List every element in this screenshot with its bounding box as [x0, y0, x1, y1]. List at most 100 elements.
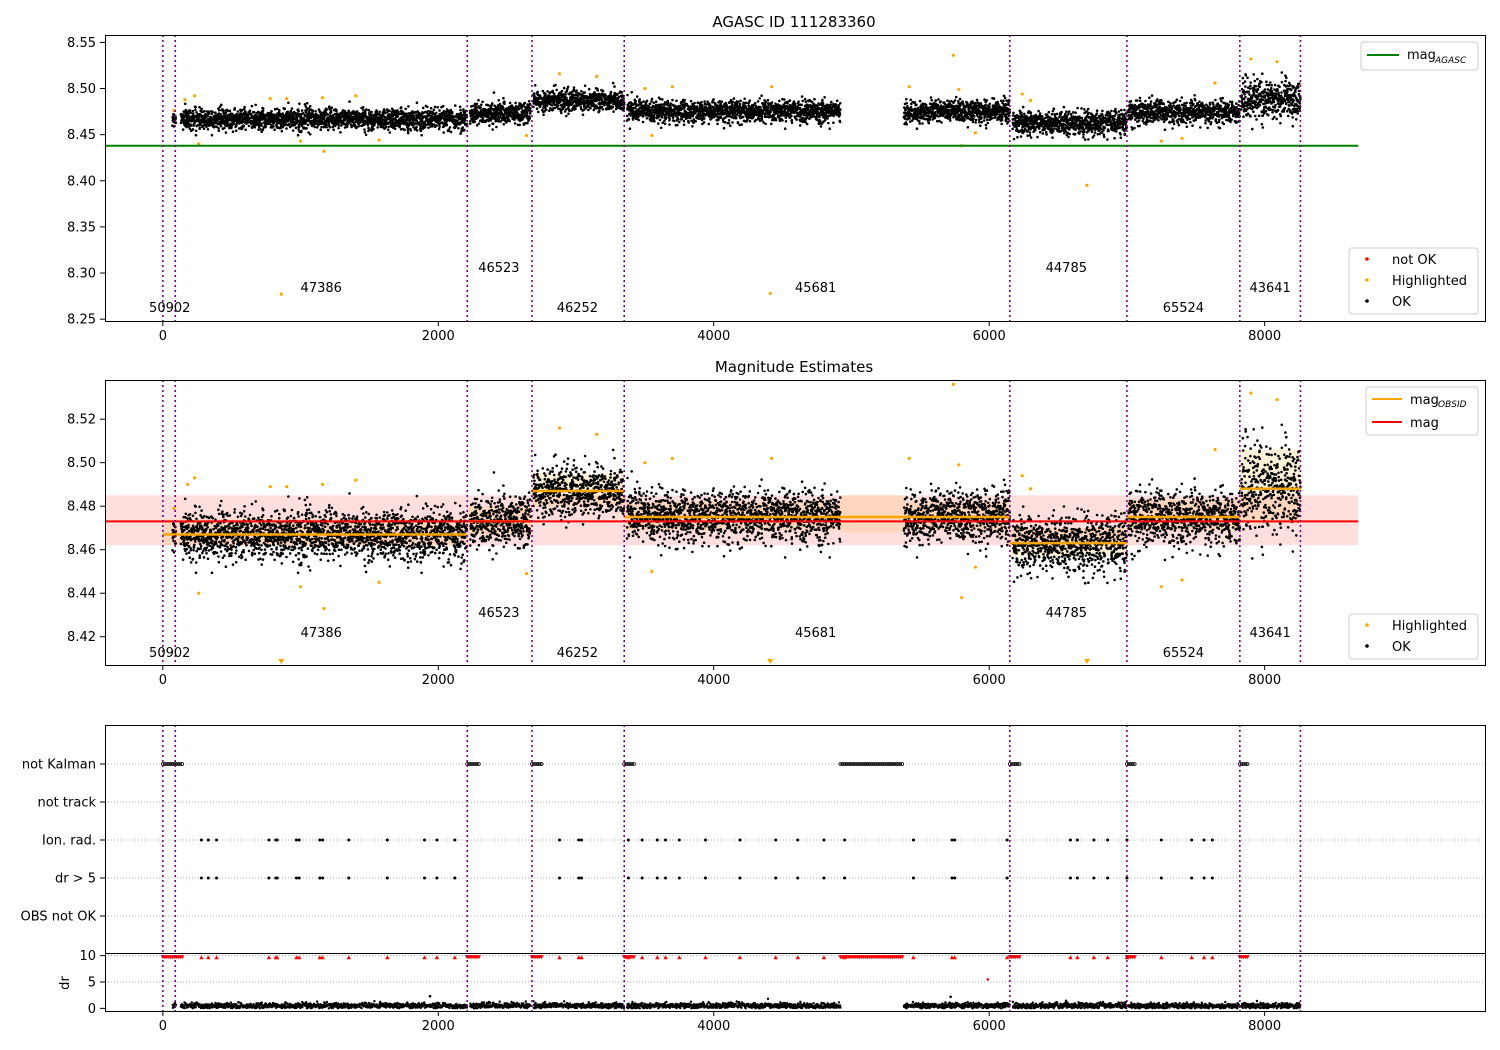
ok-point — [562, 86, 566, 90]
ok-point — [538, 94, 542, 97]
ok-point — [317, 108, 321, 111]
ok-point — [223, 126, 226, 130]
ok-point — [498, 102, 502, 106]
ok-point — [784, 120, 788, 123]
ok-point — [258, 123, 261, 126]
ok-point — [830, 100, 833, 104]
ok-point — [183, 102, 187, 106]
ok-point — [813, 97, 816, 101]
ok-point — [547, 109, 551, 113]
ok-point — [806, 105, 810, 109]
ok-point — [924, 103, 928, 107]
ok-point — [243, 110, 247, 113]
ok-point — [686, 104, 690, 108]
ok-point — [358, 121, 362, 124]
ok-point — [770, 122, 773, 126]
ok-point — [621, 99, 624, 103]
ok-point — [498, 115, 502, 119]
ok-point — [228, 109, 232, 113]
ok-point — [694, 120, 697, 123]
ok-point — [661, 98, 664, 101]
ok-point — [340, 124, 343, 127]
ok-point — [838, 120, 842, 124]
ok-point — [458, 105, 462, 109]
ok-point — [794, 102, 797, 106]
ok-point — [194, 129, 198, 133]
ok-point — [821, 98, 824, 102]
ok-point — [566, 85, 570, 89]
ok-point — [514, 101, 517, 105]
ok-point — [331, 114, 335, 117]
ok-point — [490, 107, 493, 110]
ok-point — [567, 112, 570, 115]
ok-point — [409, 129, 413, 132]
ok-point — [222, 109, 225, 112]
ok-point — [286, 110, 290, 114]
ok-point — [419, 127, 422, 130]
ok-point — [297, 110, 300, 113]
ok-point — [769, 110, 772, 114]
ok-point — [455, 124, 458, 127]
ok-point — [712, 106, 716, 109]
ok-point — [412, 125, 415, 129]
ok-point — [339, 131, 342, 134]
ok-point — [356, 125, 359, 129]
ok-point — [908, 117, 912, 120]
ok-point — [389, 120, 392, 124]
ok-point — [432, 108, 436, 112]
ok-point — [551, 89, 554, 93]
ok-point — [764, 100, 768, 104]
ok-point — [326, 128, 330, 132]
ok-point — [387, 125, 390, 129]
ok-point — [529, 107, 532, 110]
ok-point — [415, 119, 419, 122]
ok-point — [798, 124, 802, 127]
ok-point — [937, 98, 940, 101]
ok-point — [738, 123, 742, 127]
ok-point — [427, 126, 430, 130]
ok-point — [593, 107, 597, 110]
ok-point — [821, 102, 825, 105]
ok-point — [719, 116, 723, 119]
ok-point — [184, 108, 188, 112]
ok-point — [361, 106, 365, 109]
ok-point — [502, 122, 506, 126]
ok-point — [525, 111, 529, 115]
ok-point — [654, 103, 658, 107]
ok-point — [421, 106, 425, 110]
ok-point — [275, 107, 279, 111]
ok-point — [803, 97, 807, 101]
ok-point — [681, 103, 685, 107]
ok-point — [210, 133, 214, 137]
ok-point — [565, 108, 568, 111]
ok-point — [817, 122, 821, 126]
ok-point — [198, 105, 201, 109]
ok-point — [620, 91, 624, 94]
ok-point — [580, 90, 583, 93]
ok-point — [801, 116, 804, 120]
ok-point — [438, 109, 441, 112]
ok-point — [325, 123, 329, 127]
ok-point — [565, 89, 569, 93]
ok-point — [774, 102, 777, 105]
ok-point — [671, 116, 675, 119]
ok-point — [727, 119, 731, 122]
ok-point — [491, 122, 495, 125]
ok-point — [915, 117, 919, 120]
ok-point — [297, 125, 301, 129]
ok-point — [415, 101, 419, 104]
ok-point — [725, 103, 728, 107]
ok-point — [407, 124, 411, 128]
ok-point — [459, 132, 462, 135]
ok-point — [406, 129, 410, 132]
ok-point — [528, 103, 532, 106]
ok-point — [778, 119, 782, 123]
ok-point — [226, 109, 230, 113]
ok-point — [260, 122, 263, 125]
ok-point — [326, 116, 330, 119]
ok-point — [797, 100, 800, 103]
ok-point — [333, 124, 337, 128]
ok-point — [657, 122, 660, 125]
ok-point — [415, 129, 419, 132]
ok-point — [437, 127, 441, 131]
